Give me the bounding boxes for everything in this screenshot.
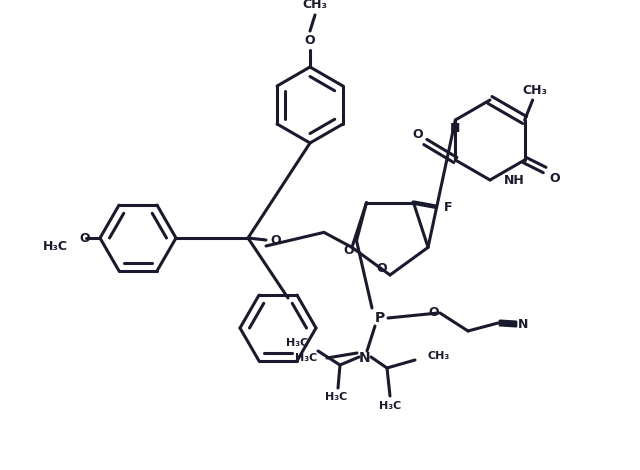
Text: H₃C: H₃C xyxy=(285,338,308,348)
Text: N: N xyxy=(518,319,529,331)
Text: O: O xyxy=(428,306,438,320)
Text: F: F xyxy=(444,201,452,214)
Text: N: N xyxy=(359,351,371,365)
Text: CH₃: CH₃ xyxy=(427,351,449,361)
Text: H₃C: H₃C xyxy=(43,240,68,252)
Text: CH₃: CH₃ xyxy=(522,84,547,96)
Text: H₃C: H₃C xyxy=(379,401,401,411)
Text: P: P xyxy=(375,311,385,325)
Text: O: O xyxy=(412,127,422,141)
Text: O: O xyxy=(271,234,282,246)
Text: O: O xyxy=(549,172,560,185)
Text: H₃C: H₃C xyxy=(295,353,317,363)
Text: CH₃: CH₃ xyxy=(303,0,328,11)
Text: H₃C: H₃C xyxy=(325,392,347,402)
Text: O: O xyxy=(377,263,387,275)
Text: O: O xyxy=(79,232,90,244)
Text: N: N xyxy=(450,122,461,134)
Text: NH: NH xyxy=(504,173,525,187)
Text: O: O xyxy=(305,34,316,47)
Text: O: O xyxy=(343,244,354,257)
